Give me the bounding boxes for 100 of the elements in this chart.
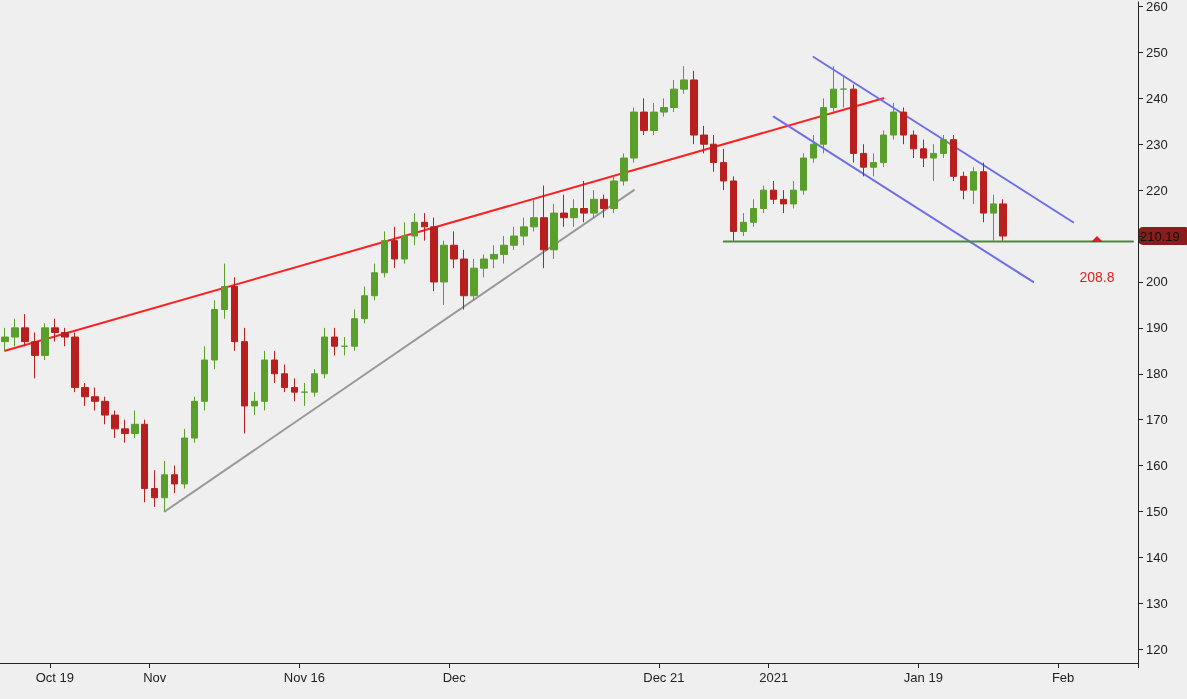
x-tick-label: Oct 19 xyxy=(35,670,75,685)
candlestick xyxy=(141,419,148,503)
y-tick-label: 200 xyxy=(1146,274,1168,290)
y-tick-label: 230 xyxy=(1146,136,1168,152)
y-tick-label: 260 xyxy=(1146,0,1168,14)
candlestick xyxy=(830,65,837,113)
candlestick xyxy=(970,166,977,205)
candlestick xyxy=(750,198,757,228)
candlestick xyxy=(870,152,877,177)
x-tick-label: Dec xyxy=(442,670,467,685)
candlestick xyxy=(261,350,268,411)
candlestick xyxy=(670,79,678,113)
candlestick xyxy=(81,382,89,407)
candlestick xyxy=(960,171,967,200)
candlestick xyxy=(790,180,797,209)
x-tick-label: Jan 19 xyxy=(903,670,943,685)
candlestick xyxy=(490,244,498,269)
candlestick xyxy=(740,212,747,237)
candlestick xyxy=(680,65,688,95)
candlestick xyxy=(810,134,817,164)
candlestick xyxy=(730,175,737,242)
candlestick xyxy=(780,189,787,214)
candlestick xyxy=(999,198,1007,242)
candlestick xyxy=(600,194,608,219)
candlestick xyxy=(930,143,937,182)
candlestick xyxy=(111,410,119,439)
candlestick xyxy=(920,139,927,168)
candlestick xyxy=(550,203,558,260)
y-tick-label: 170 xyxy=(1146,412,1168,428)
candlestick xyxy=(640,97,648,136)
x-tick-label: Feb xyxy=(1051,670,1075,685)
candlestick xyxy=(371,263,378,301)
x-tick-label: Nov xyxy=(143,670,167,685)
y-tick-label: 240 xyxy=(1146,90,1168,106)
candlestick xyxy=(301,382,308,407)
candlestick xyxy=(470,258,478,301)
candlestick xyxy=(181,428,188,490)
candlestick xyxy=(610,175,618,214)
candlestick xyxy=(191,396,198,444)
candlestick xyxy=(850,84,857,164)
candlestick xyxy=(450,230,458,269)
candlestick xyxy=(1,327,9,352)
candlestick xyxy=(241,327,248,434)
candlestick xyxy=(580,180,588,223)
candlestick xyxy=(860,143,867,177)
candlestick xyxy=(760,185,767,214)
candlestick xyxy=(101,396,109,425)
text: 210.19 xyxy=(1140,228,1180,244)
y-tick-label: 190 xyxy=(1146,320,1168,336)
candlestick xyxy=(201,345,208,411)
candlestick xyxy=(690,70,698,145)
y-tick-label: 160 xyxy=(1146,458,1168,474)
candlestick xyxy=(291,377,298,402)
candlestick xyxy=(560,194,568,228)
candlestick xyxy=(890,102,897,141)
candlestick xyxy=(820,97,827,154)
candlestick xyxy=(71,331,79,393)
candlestick xyxy=(590,189,598,219)
candlestick xyxy=(910,129,917,159)
candlestick xyxy=(341,336,348,356)
candlestick xyxy=(990,194,997,242)
candlestick xyxy=(51,318,59,343)
candlestick xyxy=(500,235,508,265)
candlestick xyxy=(880,129,887,168)
x-tick-label: Nov 16 xyxy=(283,670,326,685)
candlestick xyxy=(530,198,538,232)
candlestick xyxy=(570,198,578,228)
x-tick-label: 2021 xyxy=(759,670,789,685)
candlestick xyxy=(480,253,488,278)
candlestick xyxy=(171,465,178,494)
candlestick xyxy=(331,327,338,356)
candlestick xyxy=(900,107,907,145)
candlestick xyxy=(391,226,398,269)
candlestick xyxy=(460,249,468,310)
candlestick xyxy=(161,460,168,512)
candlestick xyxy=(311,368,318,398)
candlestick xyxy=(980,162,987,223)
candlestick xyxy=(950,134,957,182)
candlestick xyxy=(540,185,548,269)
y-tick-label: 250 xyxy=(1146,44,1168,60)
candlestick xyxy=(411,212,418,246)
candlestick xyxy=(421,212,428,242)
candlestick xyxy=(620,152,628,187)
candlestick xyxy=(660,97,668,118)
candlestick xyxy=(211,299,218,370)
y-tick-label: 130 xyxy=(1146,595,1168,611)
candlestick xyxy=(31,331,39,379)
y-tick-label: 120 xyxy=(1146,641,1168,657)
candlestick xyxy=(381,230,388,278)
y-tick-label: 150 xyxy=(1146,504,1168,519)
candlestick xyxy=(281,364,288,393)
candlestick xyxy=(401,221,408,265)
candlestick xyxy=(650,102,658,136)
candlestick xyxy=(840,74,847,108)
candlestick xyxy=(770,180,777,205)
candlestick xyxy=(351,309,358,352)
candlestick xyxy=(510,226,518,251)
y-tick-label: 140 xyxy=(1146,549,1168,565)
candlestick xyxy=(440,240,448,306)
candlestick xyxy=(700,125,708,154)
